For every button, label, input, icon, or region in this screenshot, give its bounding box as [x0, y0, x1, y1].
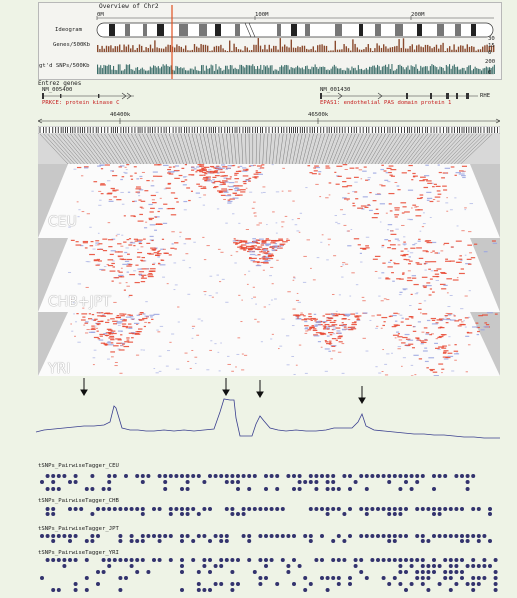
ruler-label-46400k: 46400k — [110, 112, 131, 118]
gene-structures — [42, 92, 478, 100]
gene-right-name[interactable]: EPAS1: endothelial PAS domain protein 1 — [320, 100, 452, 106]
tsnp-title-yri: tSNPs_PairwiseTagger_YRI — [38, 550, 119, 556]
gene-left-id[interactable]: NM_005400 — [42, 87, 73, 93]
gene-right-tag: RHE — [480, 93, 491, 99]
scale-label-0m: 0M — [97, 12, 104, 18]
tsnp-dots — [40, 474, 498, 592]
tsnp-panels: tSNPs_PairwiseTagger_CEU tSNPs_PairwiseT… — [38, 462, 500, 592]
ruler-label-46500k: 46500k — [308, 112, 329, 118]
position-ruler: 46400k 46500k — [38, 112, 500, 126]
population-label-chb-jpt: CHB+JPT — [48, 294, 111, 310]
ideogram-chromosome — [96, 22, 494, 38]
tsnp-title-chb: tSNPs_PairwiseTagger_CHB — [38, 498, 119, 504]
line-plot — [35, 378, 500, 439]
genes-track: Entrez genes NM_005400 PRKCE: protein ki… — [38, 80, 500, 110]
score-line — [35, 398, 500, 439]
genes-header: Entrez genes — [38, 80, 82, 87]
snps-histogram — [97, 64, 495, 75]
ld-heatmap-graphics — [38, 126, 500, 376]
scale-label-100m: 100M — [255, 12, 269, 18]
genes-histogram — [97, 38, 495, 53]
genes-scale-top: 30 — [488, 36, 495, 42]
gene-right-id[interactable]: NM_001430 — [320, 87, 351, 93]
arrow-markers — [80, 378, 366, 404]
gene-left-name[interactable]: PRKCE: protein kinase C — [42, 100, 120, 106]
track-label-genes: Genes/500Kb — [53, 42, 91, 48]
track-label-snps: gt'd SNPs/500Kb — [39, 63, 90, 69]
tsnp-title-ceu: tSNPs_PairwiseTagger_CEU — [38, 463, 119, 469]
snps-scale-top: 200 — [485, 59, 496, 65]
population-label-ceu: CEU — [48, 214, 77, 230]
chromosome-overview-panel: Overview of Chr2 0M 100M 200M Ideogram G… — [38, 2, 502, 80]
track-label-ideogram: Ideogram — [55, 27, 82, 33]
overview-title: Overview of Chr2 — [99, 3, 159, 10]
ld-heatmap-area: CEU CHB+JPT YRI — [38, 126, 500, 377]
population-label-yri: YRI — [48, 361, 71, 377]
tsnp-title-jpt: tSNPs_PairwiseTagger_JPT — [38, 526, 119, 532]
overview-graphics — [96, 5, 495, 79]
genes-scale-mid: 15 — [488, 43, 495, 49]
genes-scale-bot: 0 — [488, 50, 492, 56]
snps-scale-bot: 0 — [488, 70, 492, 76]
scale-label-200m: 200M — [411, 12, 425, 18]
